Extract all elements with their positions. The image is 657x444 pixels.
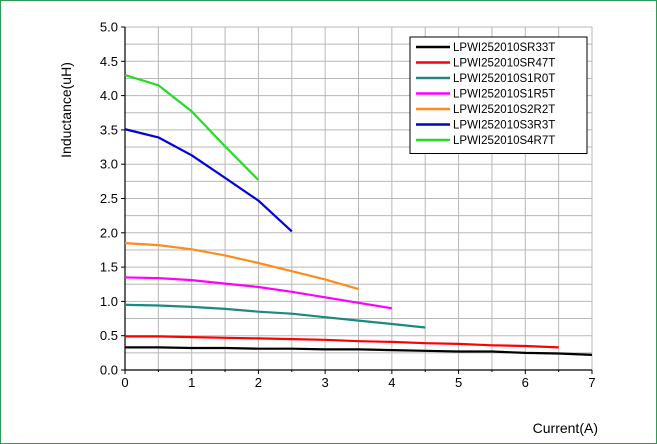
x-tick-label: 0 <box>121 375 128 390</box>
y-tick-label: 1.0 <box>100 294 118 309</box>
x-tick-label: 1 <box>188 375 195 390</box>
legend-entry: LPWI252010SR47T <box>453 58 555 70</box>
tick-labels: 0 1 2 3 4 5 6 7 0.0 0.5 1.0 1.5 2.0 2.5 3.0 3.5 4.0 4.5 5.… <box>100 20 596 391</box>
y-tick-label: 4.5 <box>100 54 118 69</box>
legend-entry: LPWI252010S3R3T <box>453 120 555 132</box>
legend-entry: LPWI252010SR33T <box>453 42 555 54</box>
x-axis-label: Current(A) <box>533 420 598 436</box>
series-line-lpwi252010s1r0t <box>124 303 426 329</box>
x-tick-label: 4 <box>388 375 395 390</box>
legend-entry: LPWI252010S1R0T <box>453 73 555 85</box>
legend-entry: LPWI252010S2R2T <box>453 104 555 116</box>
y-tick-label: 3.5 <box>100 122 118 137</box>
legend-entry: LPWI252010S1R5T <box>453 89 555 101</box>
y-tick-label: 2.0 <box>100 225 118 240</box>
series-line-lpwi252010s2r2t <box>124 242 359 291</box>
x-tick-label: 6 <box>522 375 529 390</box>
series-line-lpwi252010sr47t <box>125 335 559 349</box>
series-line-lpwi252010sr33t <box>125 346 593 356</box>
series-line-lpwi252010s4r7t <box>124 73 260 181</box>
y-tick-label: 4.0 <box>100 88 118 103</box>
y-tick-label: 2.5 <box>100 191 118 206</box>
axes <box>121 26 593 374</box>
series-lines <box>124 73 593 356</box>
x-tick-label: 7 <box>588 375 595 390</box>
y-tick-label: 0.0 <box>100 363 118 378</box>
series-line-lpwi252010s1r5t <box>124 276 393 310</box>
y-tick-label: 3.0 <box>100 157 118 172</box>
legend-entry: LPWI252010S4R7T <box>453 135 555 147</box>
y-tick-label: 1.5 <box>100 260 118 275</box>
y-tick-label: 5.0 <box>100 20 118 35</box>
x-tick-label: 5 <box>455 375 462 390</box>
y-tick-label: 0.5 <box>100 328 118 343</box>
series-line-lpwi252010s3r3t <box>124 128 293 233</box>
x-tick-label: 3 <box>322 375 329 390</box>
x-tick-label: 2 <box>255 375 262 390</box>
y-axis-label: Inductance(uH) <box>58 62 74 158</box>
legend-box <box>409 36 588 154</box>
legend: LPWI252010SR33T LPWI252010SR47T LPWI252010… <box>409 36 588 154</box>
